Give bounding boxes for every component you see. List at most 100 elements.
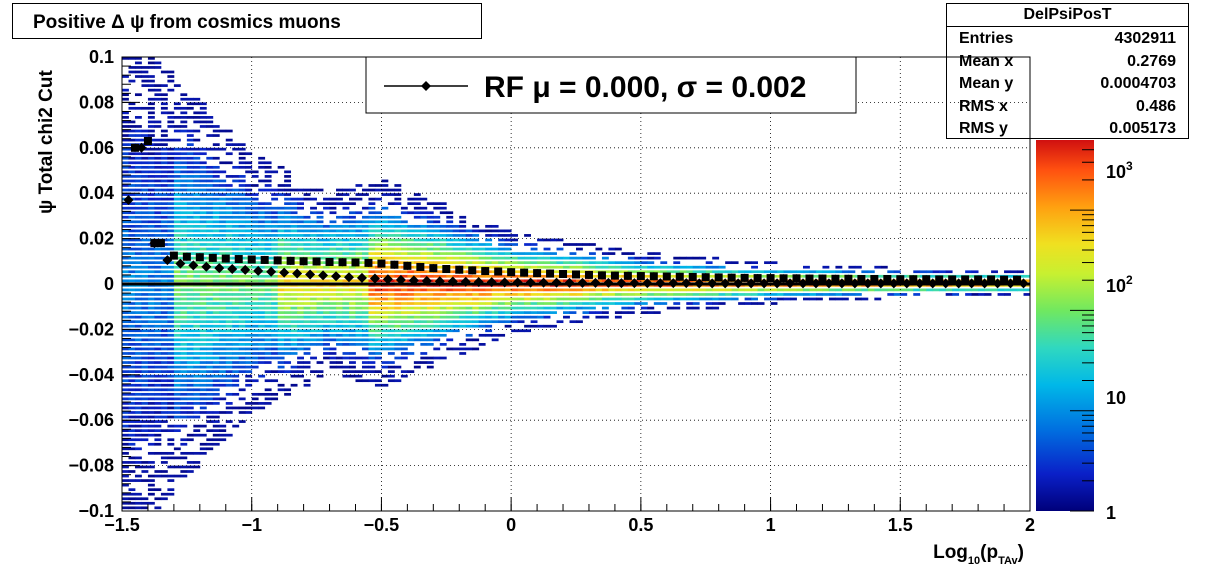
heatmap-cell <box>258 279 266 283</box>
heatmap-cell <box>433 202 441 205</box>
heatmap-cell <box>154 265 162 269</box>
heatmap-cell <box>186 261 194 265</box>
heatmap-cell <box>297 306 304 310</box>
heatmap-cell <box>277 247 285 251</box>
heatmap-cell <box>180 229 188 233</box>
heatmap-cell <box>1017 270 1024 274</box>
heatmap-cell <box>141 252 149 255</box>
heatmap-cell <box>945 288 953 292</box>
stats-value: 0.2769 <box>1127 52 1176 70</box>
heatmap-cell <box>361 220 369 224</box>
heatmap-cell <box>193 193 201 196</box>
heatmap-cell <box>303 193 311 196</box>
heatmap-cell <box>368 238 376 242</box>
heatmap-cell <box>154 261 162 265</box>
heatmap-cell <box>199 402 207 405</box>
heatmap-cell <box>420 224 428 228</box>
heatmap-cell <box>556 302 564 305</box>
heatmap-cell <box>141 306 149 310</box>
heatmap-cell <box>478 315 486 319</box>
heatmap-cell <box>310 343 317 346</box>
heatmap-cell <box>141 470 149 473</box>
heatmap-cell <box>725 270 733 274</box>
heatmap-cell <box>232 306 240 310</box>
heatmap-cell <box>206 116 214 119</box>
heatmap-cell <box>900 288 908 292</box>
heatmap-cell <box>206 324 214 328</box>
stats-key: Entries <box>959 30 1014 47</box>
heatmap-cell <box>128 347 136 351</box>
heatmap-cell <box>199 374 207 378</box>
heatmap-cell <box>167 392 175 396</box>
heatmap-cell <box>147 370 155 373</box>
heatmap-cell <box>122 129 129 133</box>
heatmap-cell <box>258 306 266 310</box>
diamond-marker <box>421 275 432 286</box>
heatmap-cell <box>374 347 382 351</box>
heatmap-cell <box>368 202 376 205</box>
heatmap-cell <box>647 297 655 301</box>
heatmap-cell <box>465 311 473 314</box>
heatmap-cell <box>349 229 356 233</box>
heatmap-cell <box>186 206 194 210</box>
heatmap-cell <box>134 215 142 219</box>
heatmap-cell <box>128 370 136 373</box>
square-marker <box>701 273 710 282</box>
heatmap-cell <box>122 506 129 510</box>
heatmap-cell <box>199 202 207 205</box>
heatmap-cell <box>173 215 181 219</box>
heatmap-cell <box>400 347 408 351</box>
heatmap-cell <box>368 274 376 278</box>
heatmap-cell <box>355 288 363 292</box>
heatmap-cell <box>225 297 233 301</box>
heatmap-cell <box>167 111 175 115</box>
heatmap-cell <box>206 420 214 423</box>
heatmap-cell <box>349 343 356 346</box>
heatmap-cell <box>199 125 207 128</box>
heatmap-cell <box>355 220 363 224</box>
heatmap-cell <box>122 111 129 115</box>
heatmap-cell <box>452 247 460 251</box>
heatmap-cell <box>420 252 428 255</box>
heatmap-cell <box>323 206 330 210</box>
heatmap-cell <box>180 206 188 210</box>
heatmap-cell <box>264 338 272 342</box>
heatmap-cell <box>258 293 266 296</box>
heatmap-cell <box>530 256 538 260</box>
heatmap-cell <box>310 188 317 192</box>
stats-row: RMS y 0.005173 <box>947 117 1188 140</box>
heatmap-cell <box>504 247 512 251</box>
heatmap-cell <box>225 347 233 351</box>
heatmap-cell <box>264 243 272 246</box>
heatmap-cell <box>342 215 350 219</box>
heatmap-cell <box>271 315 279 319</box>
heatmap-cell <box>374 383 382 387</box>
heatmap-cell <box>160 93 168 97</box>
heatmap-cell <box>245 152 253 156</box>
heatmap-cell <box>219 170 227 174</box>
heatmap-cell <box>556 279 564 283</box>
heatmap-cell <box>387 343 395 346</box>
heatmap-cell <box>206 293 214 296</box>
heatmap-cell <box>504 243 512 246</box>
heatmap-cell <box>199 424 207 428</box>
heatmap-cell <box>206 374 214 378</box>
heatmap-cell <box>387 374 395 378</box>
heatmap-cell <box>245 329 253 333</box>
heatmap-cell <box>349 288 356 292</box>
heatmap-cell <box>245 170 253 174</box>
heatmap-cell <box>971 293 979 296</box>
heatmap-cell <box>452 261 460 265</box>
heatmap-cell <box>394 193 402 196</box>
heatmap-cell <box>134 238 142 242</box>
heatmap-cell <box>472 243 480 246</box>
heatmap-cell <box>219 365 227 369</box>
heatmap-cell <box>387 229 395 233</box>
heatmap-cell <box>180 184 188 187</box>
heatmap-cell <box>199 234 207 237</box>
heatmap-cell <box>219 261 227 265</box>
heatmap-cell <box>134 220 142 224</box>
heatmap-cell <box>122 451 129 455</box>
heatmap-cell <box>193 161 201 165</box>
heatmap-cell <box>439 356 447 360</box>
